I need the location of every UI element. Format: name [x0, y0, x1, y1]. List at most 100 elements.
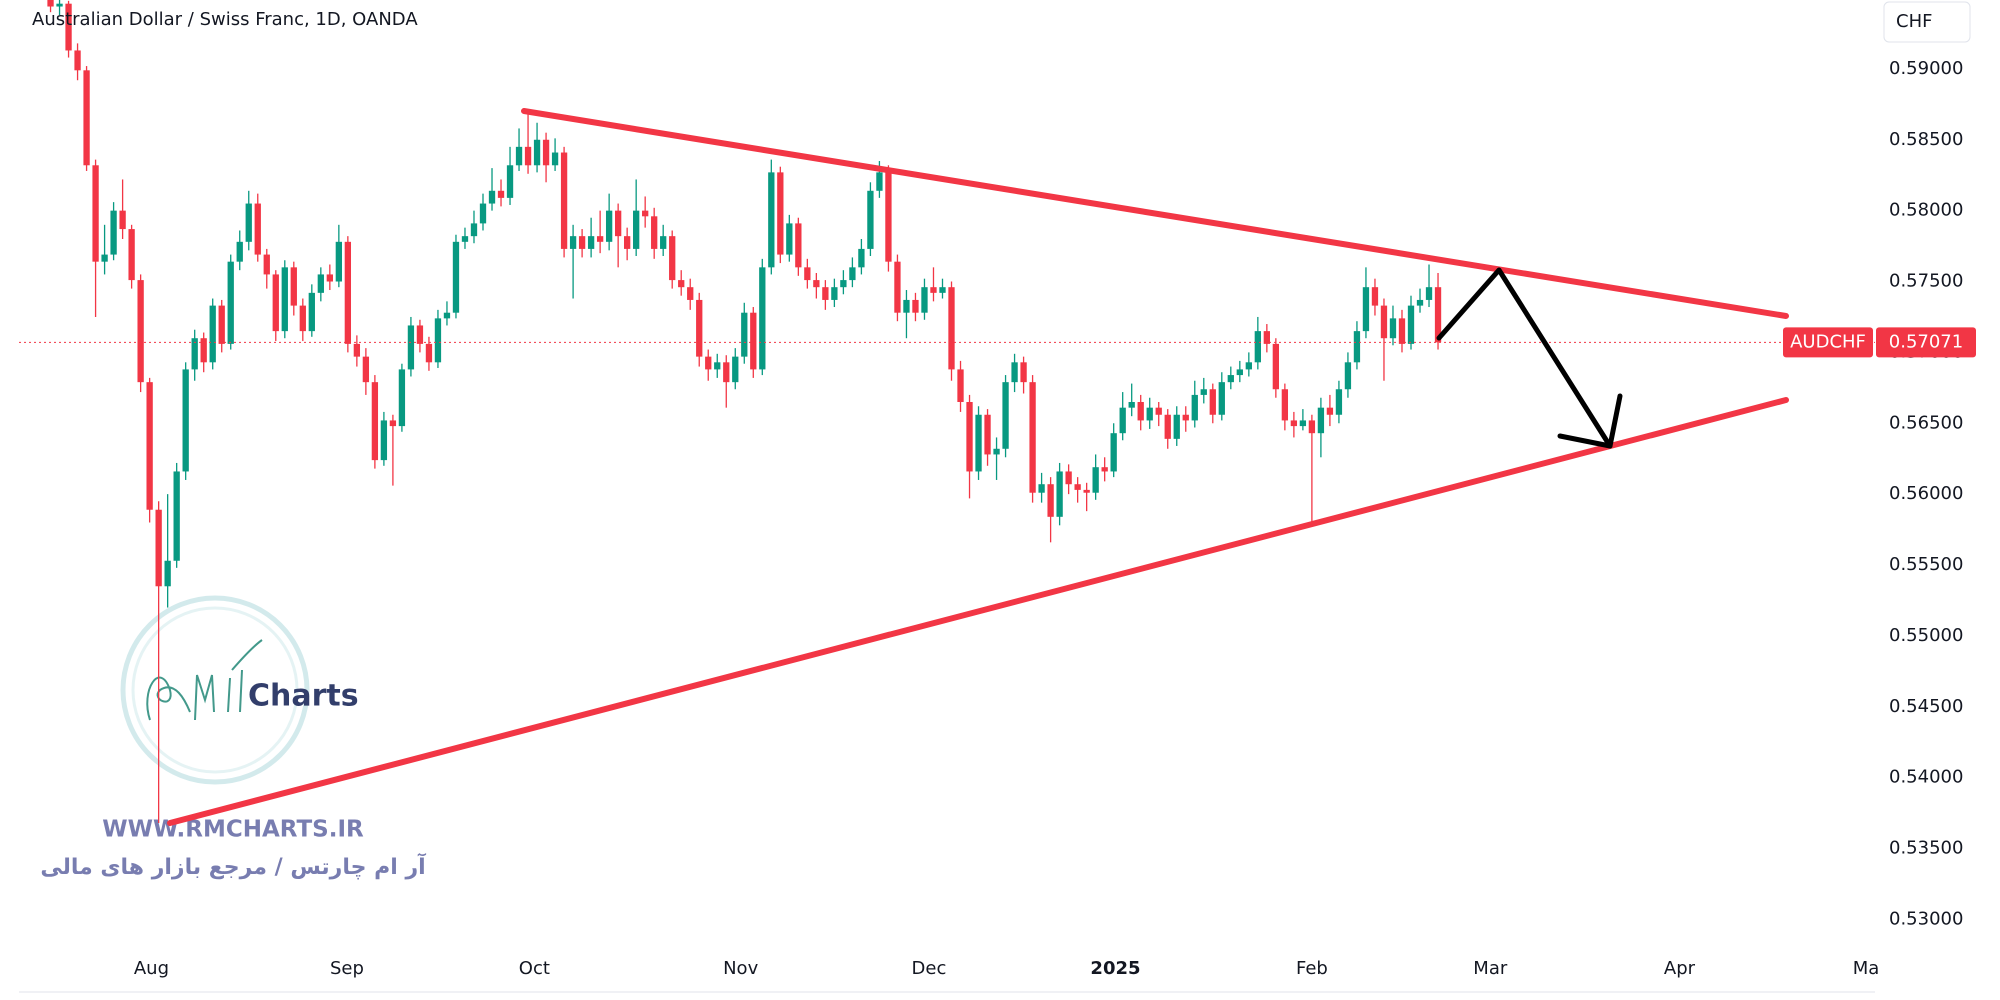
candle-body [813, 280, 820, 288]
y-tick-label: 0.59000 [1889, 58, 1963, 79]
y-tick-label: 0.53000 [1889, 908, 1963, 929]
candle-body [1380, 305, 1388, 339]
candle-body [263, 254, 270, 275]
candle-body [470, 223, 478, 237]
candle-body [254, 203, 261, 255]
candle-body [1299, 420, 1307, 427]
candle-body [795, 223, 802, 268]
candle-body [993, 448, 1000, 455]
candle-body [533, 139, 541, 166]
candle-body [651, 216, 658, 249]
candle-body [155, 509, 162, 587]
candle-body [218, 305, 225, 344]
candle-body [1344, 362, 1352, 390]
candle-body [164, 560, 171, 587]
currency-label: CHF [1896, 11, 1932, 32]
candle-body [209, 305, 216, 363]
candle-body [506, 165, 514, 198]
candle-body [759, 267, 766, 370]
candle-body [119, 210, 126, 230]
candle-body [560, 152, 568, 249]
candle-body [840, 280, 847, 288]
candle-body [867, 190, 874, 249]
candle-body [669, 236, 676, 281]
candle-body [1389, 318, 1397, 339]
axes: 0.590000.585000.580000.575000.570000.565… [134, 58, 1976, 979]
candle-body [1218, 382, 1225, 415]
candle-body [1047, 484, 1054, 517]
logo-text: Charts [248, 679, 359, 714]
candle-body [1191, 394, 1198, 421]
candle-body [768, 172, 775, 268]
candle-body [966, 401, 973, 472]
candle-body [984, 414, 991, 455]
candle-body [326, 274, 333, 282]
candle-body [398, 369, 406, 427]
candle-body [1083, 489, 1090, 493]
candle-body [732, 356, 739, 383]
watermark: Charts WWW.RMCHARTS.IR آر ام چارتس / مرج… [40, 595, 426, 880]
candle-body [930, 287, 937, 293]
candle-body [921, 287, 928, 313]
candle-body [1065, 471, 1072, 485]
candle-body [236, 241, 243, 262]
x-tick-label: Sep [330, 958, 364, 979]
candle-body [1200, 389, 1207, 395]
y-tick-label: 0.54500 [1889, 696, 1963, 717]
candle-body [912, 299, 919, 313]
y-tick-label: 0.55500 [1889, 554, 1963, 575]
candle-body [903, 299, 910, 313]
candle-body [56, 3, 63, 7]
candle-body [1353, 331, 1361, 363]
logo-ring [120, 595, 310, 785]
price-tag [1876, 327, 1976, 358]
candle-body [741, 312, 748, 357]
candle-body [425, 343, 433, 363]
candle-body [92, 165, 99, 262]
x-tick-label: Aug [134, 958, 169, 979]
candle-body [696, 299, 703, 357]
candle-body [515, 146, 523, 166]
candle-body [714, 362, 721, 370]
candle-body [587, 236, 595, 249]
watermark-url: WWW.RMCHARTS.IR [102, 817, 364, 843]
candle-body [1335, 389, 1343, 415]
candle-body [642, 210, 649, 217]
x-tick-label: Apr [1664, 958, 1696, 979]
candle-body [1416, 299, 1424, 306]
candle-body [804, 267, 811, 281]
y-tick-label: 0.58000 [1889, 200, 1963, 221]
candle-body [1155, 407, 1162, 415]
candles [19, 0, 1875, 823]
candle-body [1425, 287, 1433, 300]
candle-body [137, 280, 144, 383]
candle-body [1092, 467, 1099, 493]
candle-body [957, 369, 964, 402]
candle-body [1137, 401, 1144, 421]
candle-body [876, 172, 883, 191]
candle-body [353, 343, 361, 357]
candle-body [939, 287, 946, 293]
candle-body [416, 325, 424, 344]
candle-body [101, 254, 108, 262]
candle-body [1164, 414, 1171, 439]
candle-body [1263, 331, 1270, 344]
candle-body [1119, 407, 1126, 434]
candle-body [497, 190, 505, 198]
candle-body [83, 70, 90, 166]
candle-body [777, 172, 784, 255]
x-tick-label: Dec [912, 958, 947, 979]
candle-body [786, 223, 793, 255]
logo-mark [231, 639, 263, 671]
candle-body [1317, 407, 1325, 434]
x-tick-label: Nov [723, 958, 758, 979]
currency-box [1883, 1, 1971, 43]
candle-body [1272, 343, 1280, 390]
candle-body [1308, 420, 1316, 434]
candle-body [1056, 471, 1063, 517]
candle-body [1290, 420, 1298, 427]
candle-body [551, 152, 559, 166]
